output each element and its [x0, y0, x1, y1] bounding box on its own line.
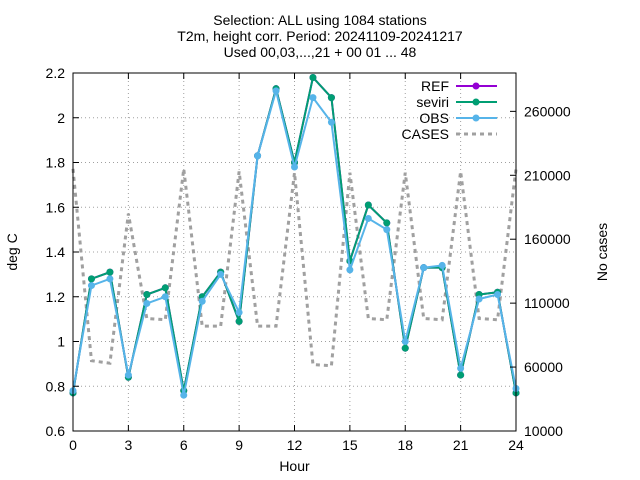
data-point-obs: [494, 291, 502, 299]
data-point-obs: [346, 266, 354, 274]
legend-marker-ref: [472, 82, 480, 90]
legend-label-ref: REF: [421, 78, 449, 94]
y-tick-label: 0.6: [46, 423, 66, 439]
grid: [73, 73, 516, 431]
data-point-seviri: [143, 291, 151, 299]
data-point-obs: [161, 293, 169, 301]
series-line-cases: [71, 168, 518, 368]
chart-title-line-3: Used 00,03,...,21 + 00 01 ... 48: [223, 44, 417, 60]
data-point-obs: [235, 308, 243, 316]
y-tick-label: 1.6: [46, 199, 66, 215]
data-point-seviri: [106, 268, 114, 276]
data-point-seviri: [161, 284, 169, 292]
data-point-obs: [87, 282, 95, 290]
y-tick-label: 2: [57, 110, 65, 126]
x-axis-label: Hour: [279, 458, 310, 474]
data-point-obs: [327, 118, 335, 126]
legend-marker-seviri: [472, 98, 480, 106]
y-tick-label: 1.2: [46, 289, 66, 305]
x-tick-label: 9: [235, 437, 243, 453]
data-point-seviri: [401, 344, 409, 352]
chart-title-line-1: Selection: ALL using 1084 stations: [213, 12, 427, 28]
y2-tick-label: 110000: [524, 295, 570, 311]
data-point-seviri: [327, 94, 335, 102]
x-tick-label: 6: [180, 437, 188, 453]
data-point-obs: [106, 275, 114, 283]
x-tick-label: 3: [124, 437, 132, 453]
data-point-seviri: [383, 219, 391, 227]
data-point-obs: [438, 261, 446, 269]
y2-axis-label: No cases: [594, 223, 610, 281]
data-point-obs: [291, 163, 298, 171]
y-tick-label: 1: [57, 334, 65, 350]
data-point-obs: [309, 94, 317, 102]
x-tick-label: 18: [397, 437, 413, 453]
data-point-seviri: [364, 201, 372, 209]
chart-title-line-2: T2m, height corr. Period: 20241109-20241…: [177, 28, 463, 44]
data-point-seviri: [309, 73, 317, 81]
data-point-obs: [364, 214, 372, 222]
data-point-obs: [475, 295, 483, 303]
data-point-obs: [143, 299, 151, 307]
legend-label-seviri: seviri: [416, 94, 449, 110]
y2-tick-label: 260000: [524, 103, 571, 119]
y-tick-label: 2.2: [46, 65, 66, 81]
data-point-obs: [180, 391, 188, 399]
legend-label-obs: OBS: [419, 110, 449, 126]
cases-series: [71, 168, 518, 368]
data-point-obs: [124, 371, 132, 379]
x-tick-label: 0: [69, 437, 77, 453]
y2-tick-label: 10000: [524, 423, 563, 439]
data-point-obs: [272, 87, 280, 95]
y2-tick-label: 160000: [524, 231, 571, 247]
y2-tick-label: 60000: [524, 359, 563, 375]
y-tick-label: 1.4: [46, 244, 66, 260]
data-point-seviri: [457, 371, 465, 379]
y-axis-label: deg C: [4, 233, 20, 270]
y-tick-label: 0.8: [46, 378, 66, 394]
data-point-seviri: [87, 275, 95, 283]
data-point-obs: [198, 297, 206, 305]
data-point-obs: [217, 270, 225, 278]
x-tick-label: 12: [287, 437, 303, 453]
legend-label-cases: CASES: [402, 126, 449, 142]
data-point-seviri: [235, 317, 243, 325]
x-tick-label: 21: [453, 437, 469, 453]
data-point-obs: [457, 364, 465, 372]
legend-marker-obs: [472, 114, 480, 122]
axis-ticks: 0 3 6 9 12 15 18 21 24 0.6 0.8 1 1.2 1.4 1.6 1.8 2 2.2 100…: [46, 65, 571, 453]
data-point-obs: [254, 152, 262, 160]
y-tick-label: 1.8: [46, 155, 66, 171]
temperature-series: [69, 73, 520, 399]
x-tick-label: 24: [508, 437, 524, 453]
data-point-obs: [401, 338, 409, 345]
data-point-obs: [420, 264, 428, 272]
y2-tick-label: 210000: [524, 167, 571, 183]
x-tick-label: 15: [342, 437, 358, 453]
data-point-obs: [383, 226, 391, 234]
